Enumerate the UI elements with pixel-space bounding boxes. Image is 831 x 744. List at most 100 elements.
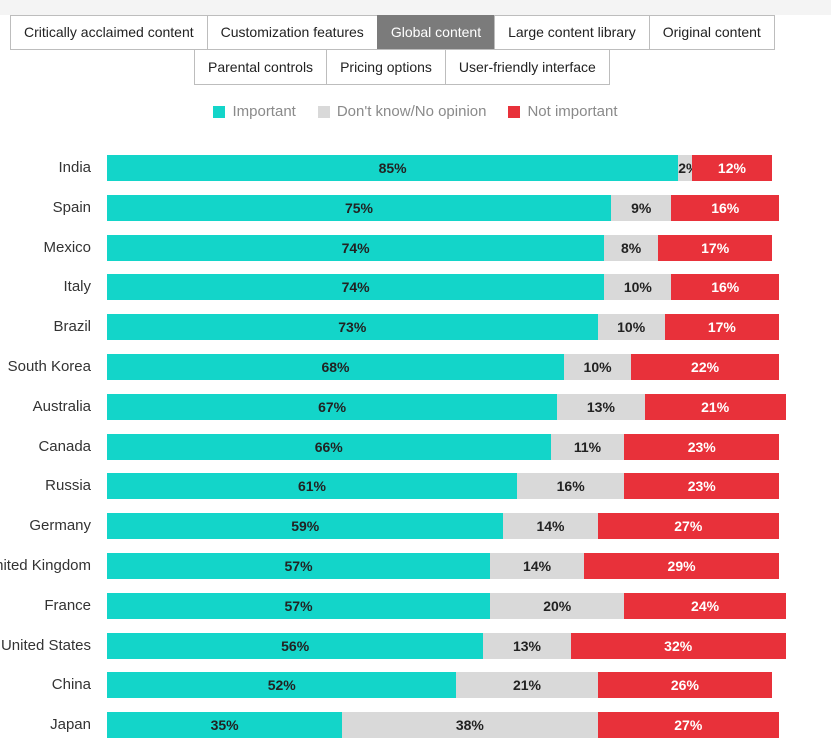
legend-label: Not important: [527, 103, 618, 120]
bar-row: India 85% 2% 12%: [0, 155, 831, 181]
bar-segment-important[interactable]: 52%: [107, 672, 457, 699]
data-label: 16%: [711, 279, 740, 296]
bar-segment-not-important[interactable]: 32%: [570, 632, 786, 659]
bar-segment-important[interactable]: 74%: [107, 274, 605, 301]
bar-row: Russia 61% 16% 23%: [0, 473, 831, 500]
category-label: India: [58, 159, 91, 176]
data-label: 66%: [314, 438, 343, 455]
bar-segment-don-t-know-no-opinion[interactable]: 11%: [550, 433, 625, 460]
bar-segment-don-t-know-no-opinion[interactable]: 8%: [604, 234, 659, 261]
bar-segment-not-important[interactable]: 17%: [664, 314, 779, 341]
bar-segment-don-t-know-no-opinion[interactable]: 13%: [557, 393, 645, 420]
bar-segment-not-important[interactable]: 17%: [658, 234, 773, 261]
category-label: Italy: [63, 278, 91, 296]
bar-row: Spain 75% 9% 16%: [0, 194, 831, 221]
bar-segment-important[interactable]: 75%: [107, 194, 611, 221]
data-label: 20%: [543, 597, 572, 614]
data-label: 9%: [631, 199, 652, 216]
tab-critically-acclaimed-content[interactable]: Critically acclaimed content: [10, 15, 208, 50]
bar-segment-important[interactable]: 57%: [107, 553, 491, 579]
bar-segment-not-important[interactable]: 24%: [624, 592, 786, 619]
legend-label: Important: [232, 103, 296, 120]
tab-global-content[interactable]: Global content: [376, 15, 496, 50]
bar-row: Brazil 73% 10% 17%: [0, 314, 831, 341]
data-label: 74%: [341, 279, 370, 296]
data-label: 85%: [378, 160, 407, 176]
bar-segment-important[interactable]: 59%: [107, 513, 504, 540]
data-label: 23%: [687, 438, 716, 455]
legend-item[interactable]: Important: [213, 103, 296, 120]
legend-label: Don't know/No opinion: [336, 103, 487, 120]
bar-row: Japan 35% 38% 27%: [0, 712, 831, 739]
tab-pricing-options[interactable]: Pricing options: [326, 49, 446, 85]
bar-segment-not-important[interactable]: 23%: [624, 473, 779, 500]
data-label: 23%: [687, 478, 716, 495]
bar-segment-important[interactable]: 85%: [107, 155, 679, 181]
bar-row: China 52% 21% 26%: [0, 672, 831, 699]
bar-segment-not-important[interactable]: 27%: [597, 712, 779, 739]
bar-row: Australia 67% 13% 21%: [0, 393, 831, 420]
data-label: 10%: [617, 319, 646, 336]
bar-segment-don-t-know-no-opinion[interactable]: 10%: [604, 274, 672, 301]
bar-segment-don-t-know-no-opinion[interactable]: 9%: [611, 194, 672, 221]
legend-item[interactable]: Don't know/No opinion: [317, 103, 487, 120]
legend-swatch: [508, 105, 521, 118]
bar-segment-important[interactable]: 56%: [107, 632, 484, 659]
bar-segment-important[interactable]: 66%: [107, 433, 551, 460]
bar-row: South Korea 68% 10% 22%: [0, 354, 831, 380]
bar-segment-don-t-know-no-opinion[interactable]: 16%: [516, 473, 625, 500]
category-label: Mexico: [43, 238, 91, 256]
bar-segment-important[interactable]: 61%: [107, 473, 517, 500]
data-label: 29%: [667, 558, 696, 574]
data-label: 27%: [674, 518, 703, 535]
bar-segment-don-t-know-no-opinion[interactable]: 14%: [490, 553, 585, 579]
bar-segment-important[interactable]: 68%: [107, 354, 564, 380]
data-label: 17%: [707, 319, 736, 336]
bar-segment-not-important[interactable]: 16%: [671, 274, 779, 301]
bar-segment-important[interactable]: 73%: [107, 314, 598, 341]
tab-customization-features[interactable]: Customization features: [206, 15, 378, 50]
bar-segment-not-important[interactable]: 23%: [624, 433, 779, 460]
bar-segment-not-important[interactable]: 21%: [644, 393, 786, 420]
data-label: 10%: [583, 359, 612, 375]
category-label: China: [51, 676, 91, 694]
data-label: 73%: [338, 319, 367, 336]
bar-segment-not-important[interactable]: 26%: [597, 672, 773, 699]
bar-segment-don-t-know-no-opinion[interactable]: 2%: [678, 155, 698, 181]
category-label: Spain: [52, 198, 91, 216]
legend-swatch: [317, 105, 330, 118]
bar-segment-important[interactable]: 74%: [107, 234, 605, 261]
bar-segment-not-important[interactable]: 12%: [691, 155, 773, 181]
tab-large-content-library[interactable]: Large content library: [494, 15, 650, 50]
data-label: 67%: [318, 398, 347, 415]
bar-segment-important[interactable]: 67%: [107, 393, 558, 420]
bar-segment-don-t-know-no-opinion[interactable]: 14%: [503, 513, 598, 540]
bar-segment-not-important[interactable]: 16%: [671, 194, 779, 221]
data-label: 26%: [670, 677, 699, 694]
legend-item[interactable]: Not important: [508, 103, 618, 120]
data-label: 32%: [664, 637, 693, 654]
data-label: 74%: [341, 239, 370, 256]
bar-segment-don-t-know-no-opinion[interactable]: 38%: [342, 712, 598, 739]
tab-bar-row-2: Parental controls Pricing options User-fri…: [194, 49, 610, 85]
data-label: 61%: [297, 478, 326, 495]
data-label: 59%: [291, 518, 320, 535]
bar-segment-not-important[interactable]: 22%: [631, 354, 779, 380]
bar-segment-important[interactable]: 35%: [107, 712, 343, 739]
data-label: 13%: [512, 637, 541, 654]
tab-user-friendly-interface[interactable]: User-friendly interface: [444, 49, 610, 85]
bar-segment-don-t-know-no-opinion[interactable]: 10%: [597, 314, 665, 341]
bar-row: Canada 66% 11% 23%: [0, 433, 831, 460]
tab-original-content[interactable]: Original content: [648, 15, 775, 50]
bar-segment-don-t-know-no-opinion[interactable]: 21%: [456, 672, 598, 699]
bar-segment-don-t-know-no-opinion[interactable]: 10%: [563, 354, 632, 380]
bar-segment-don-t-know-no-opinion[interactable]: 20%: [490, 592, 625, 619]
legend-swatch: [213, 105, 226, 118]
bar-segment-don-t-know-no-opinion[interactable]: 13%: [483, 632, 571, 659]
bar-segment-not-important[interactable]: 29%: [584, 553, 779, 579]
tab-parental-controls[interactable]: Parental controls: [194, 49, 328, 85]
bar-segment-important[interactable]: 57%: [107, 592, 491, 619]
bar-segment-not-important[interactable]: 27%: [597, 513, 779, 540]
data-label: 27%: [674, 717, 703, 734]
data-label: 52%: [267, 677, 296, 694]
